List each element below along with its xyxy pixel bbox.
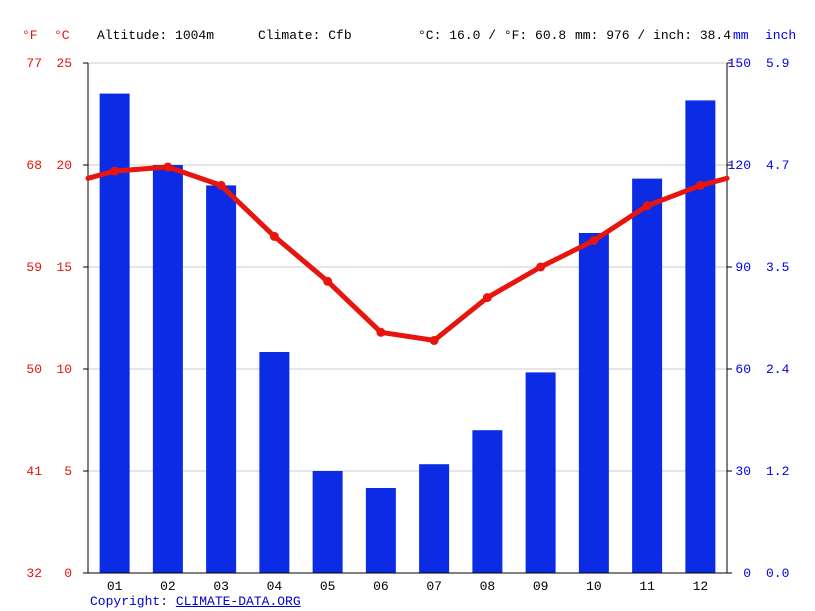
precipitation-bar-01	[99, 93, 130, 573]
precipitation-bar-10	[578, 233, 609, 573]
climate-classification-info: Climate: Cfb	[258, 28, 352, 43]
mm-axis-tick-label: 0	[743, 566, 751, 581]
f-axis-tick-label: 68	[26, 158, 42, 173]
c-axis-tick-label: 25	[56, 56, 72, 71]
temperature-point-04	[269, 231, 279, 241]
month-label-10: 10	[586, 579, 602, 594]
mm-axis-tick-label: 30	[735, 464, 751, 479]
precipitation-bar-05	[312, 471, 343, 573]
c-axis-tick-label: 5	[64, 464, 72, 479]
precipitation-bar-11	[632, 178, 663, 573]
temperature-point-06	[376, 327, 386, 337]
month-label-12: 12	[693, 579, 709, 594]
avg-temperature-summary: °C: 16.0 / °F: 60.8	[418, 28, 567, 43]
altitude-info: Altitude: 1004m	[97, 28, 215, 43]
month-label-06: 06	[373, 579, 389, 594]
c-axis-tick-label: 10	[56, 362, 72, 377]
inch-axis-tick-label: 4.7	[766, 158, 789, 173]
mm-axis-tick-label: 150	[728, 56, 751, 71]
c-axis-tick-label: 15	[56, 260, 72, 275]
header-f-unit-label: °F	[22, 28, 38, 43]
precipitation-bar-07	[419, 464, 450, 573]
header-c-unit-label: °C	[54, 28, 70, 43]
temperature-line	[85, 164, 730, 343]
copyright: Copyright: CLIMATE-DATA.ORG	[90, 594, 301, 609]
temperature-point-11	[642, 201, 652, 211]
c-axis-tick-label: 0	[64, 566, 72, 581]
month-label-04: 04	[267, 579, 283, 594]
temperature-point-10	[589, 235, 599, 245]
temperature-point-02	[163, 162, 173, 172]
precipitation-bar-04	[259, 352, 290, 573]
f-axis-tick-label: 32	[26, 566, 42, 581]
header-mm-unit-label: mm	[733, 28, 749, 43]
inch-axis-tick-label: 1.2	[766, 464, 789, 479]
inch-axis-tick-label: 0.0	[766, 566, 789, 581]
header-inch-unit-label: inch	[765, 28, 797, 43]
f-axis-tick-label: 41	[26, 464, 42, 479]
temperature-point-09	[536, 262, 546, 272]
month-label-01: 01	[107, 579, 123, 594]
precipitation-bar-06	[365, 488, 396, 573]
copyright-link[interactable]: CLIMATE-DATA.ORG	[175, 594, 301, 609]
month-label-07: 07	[426, 579, 442, 594]
mm-axis-tick-label: 60	[735, 362, 751, 377]
month-label-08: 08	[480, 579, 496, 594]
temperature-point-01	[110, 166, 120, 176]
month-label-02: 02	[160, 579, 176, 594]
month-label-09: 09	[533, 579, 549, 594]
month-label-03: 03	[213, 579, 229, 594]
c-axis-tick-label: 20	[56, 158, 72, 173]
f-axis-tick-label: 59	[26, 260, 42, 275]
temperature-point-08	[482, 293, 492, 303]
precipitation-bar-08	[472, 430, 503, 573]
f-axis-tick-label: 77	[26, 56, 42, 71]
copyright-label: Copyright:	[90, 594, 176, 609]
temperature-point-03	[216, 180, 226, 190]
temperature-point-05	[323, 276, 333, 286]
precipitation-bar-12	[685, 100, 716, 574]
f-axis-tick-label: 50	[26, 362, 42, 377]
precipitation-bar-02	[152, 165, 183, 573]
temperature-point-07	[429, 335, 439, 345]
inch-axis-tick-label: 2.4	[766, 362, 790, 377]
month-label-11: 11	[639, 579, 655, 594]
month-label-05: 05	[320, 579, 336, 594]
temperature-point-12	[695, 180, 705, 190]
mm-axis-tick-label: 120	[728, 158, 751, 173]
precipitation-summary: mm: 976 / inch: 38.4	[575, 28, 732, 43]
precipitation-bar-03	[206, 185, 237, 573]
inch-axis-tick-label: 3.5	[766, 260, 789, 275]
precipitation-bar-09	[525, 372, 556, 573]
inch-axis-tick-label: 5.9	[766, 56, 789, 71]
mm-axis-tick-label: 90	[735, 260, 751, 275]
